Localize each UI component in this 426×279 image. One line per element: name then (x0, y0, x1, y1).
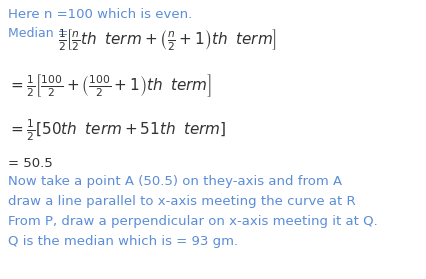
Text: $\frac{1}{2}\left[\frac{n}{2}\mathit{th}\;\;\mathit{term}+\left(\frac{n}{2}+1\ri: $\frac{1}{2}\left[\frac{n}{2}\mathit{th}… (58, 27, 276, 52)
Text: Q is the median which is = 93 gm.: Q is the median which is = 93 gm. (8, 235, 238, 248)
Text: = 50.5: = 50.5 (8, 157, 53, 170)
Text: From P, draw a perpendicular on x-axis meeting it at Q.: From P, draw a perpendicular on x-axis m… (8, 215, 377, 228)
Text: Now take a point A (50.5) on they-axis and from A: Now take a point A (50.5) on they-axis a… (8, 175, 341, 188)
Text: Median =: Median = (8, 27, 72, 40)
Text: Here n =100 which is even.: Here n =100 which is even. (8, 8, 192, 21)
Text: draw a line parallel to x-axis meeting the curve at R: draw a line parallel to x-axis meeting t… (8, 195, 355, 208)
Text: $=\frac{1}{2}\left[\frac{100}{2}+\left(\frac{100}{2}+1\right)\mathit{th}\;\;\mat: $=\frac{1}{2}\left[\frac{100}{2}+\left(\… (8, 72, 211, 99)
Text: $=\frac{1}{2}\left[50\mathit{th}\;\;\mathit{term}+51\mathit{th}\;\;\mathit{term}: $=\frac{1}{2}\left[50\mathit{th}\;\;\mat… (8, 117, 226, 143)
